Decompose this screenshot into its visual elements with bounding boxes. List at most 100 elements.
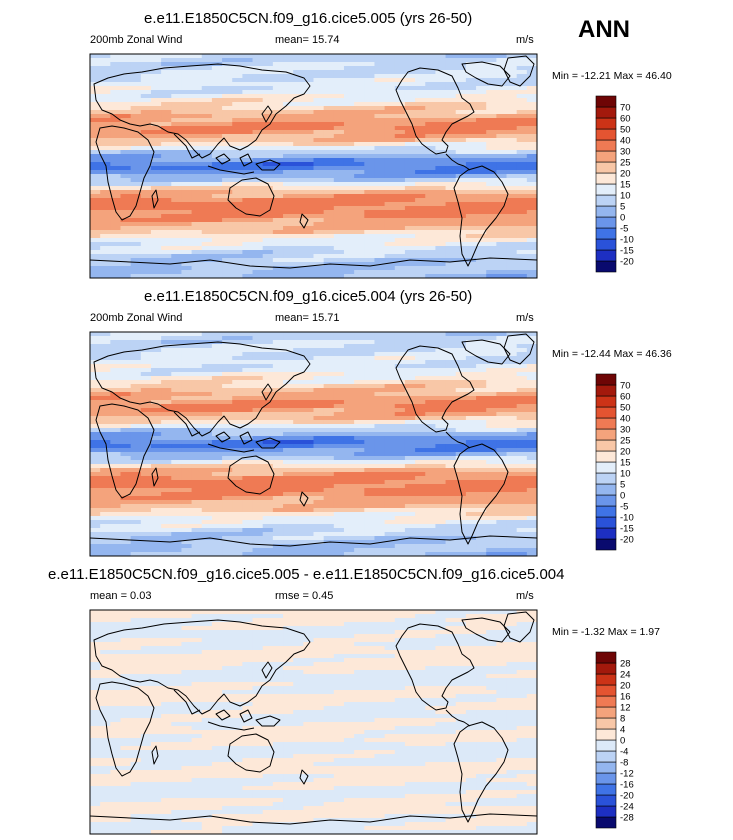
field-cell [364, 376, 376, 381]
field-cell [455, 62, 467, 67]
field-cell [404, 480, 416, 485]
field-cell [130, 376, 142, 381]
field-cell [343, 524, 355, 529]
field-cell [140, 274, 152, 278]
field-cell [222, 552, 233, 556]
field-cell [526, 78, 537, 83]
field-cell [465, 78, 477, 83]
field-cell [394, 448, 406, 453]
field-cell [191, 210, 203, 215]
field-cell [262, 540, 274, 545]
field-cell [404, 344, 416, 349]
field-cell [232, 412, 243, 417]
field-cell [506, 524, 518, 529]
field-cell [252, 162, 264, 167]
field-cell [384, 524, 396, 529]
field-cell [222, 258, 233, 263]
field-cell [272, 246, 284, 251]
field-cell [343, 178, 355, 183]
field-cell [313, 194, 325, 199]
field-cell [506, 58, 518, 63]
field-cell [516, 202, 528, 207]
field-cell [211, 372, 223, 377]
field-cell [90, 500, 101, 505]
field-cell [140, 360, 152, 365]
field-cell [415, 480, 426, 485]
field-cell [435, 496, 447, 501]
field-cell [262, 170, 274, 175]
field-cell [506, 198, 518, 203]
field-cell [486, 258, 497, 263]
field-cell [354, 118, 365, 123]
field-cell [110, 186, 122, 191]
field-cell [130, 336, 142, 341]
field-cell [516, 336, 528, 341]
field-cell [333, 436, 345, 441]
field-cell [435, 190, 447, 195]
field-cell [283, 142, 294, 147]
field-cell [130, 412, 142, 417]
field-cell [516, 448, 528, 453]
field-cell [313, 130, 325, 135]
field-cell [171, 54, 183, 59]
field-cell [415, 62, 426, 67]
field-cell [262, 110, 274, 115]
field-cell [404, 102, 416, 107]
field-cell [191, 452, 203, 457]
field-cell [323, 444, 335, 449]
field-cell [394, 440, 406, 445]
field-cell [415, 468, 426, 473]
field-cell [343, 146, 355, 151]
field-cell [415, 340, 426, 345]
field-cell [181, 134, 193, 139]
field-cell [242, 90, 254, 95]
field-cell [445, 464, 457, 469]
field-cell [90, 516, 101, 521]
field-cell [486, 98, 497, 103]
field-cell [100, 488, 111, 493]
field-cell [222, 174, 233, 179]
field-cell [354, 356, 365, 361]
field-cell [425, 336, 437, 341]
field-cell [181, 66, 193, 71]
field-cell [526, 94, 537, 99]
field-cell [100, 492, 111, 497]
field-cell [293, 206, 304, 211]
field-cell [516, 356, 528, 361]
field-cell [313, 114, 325, 119]
field-cell [211, 384, 223, 389]
field-cell [140, 416, 152, 421]
field-cell [293, 476, 304, 481]
field-cell [384, 460, 396, 465]
field-cell [404, 214, 416, 219]
field-cell [90, 70, 101, 75]
field-cell [394, 392, 406, 397]
field-cell [465, 150, 477, 155]
field-cell [364, 404, 376, 409]
field-cell [404, 472, 416, 477]
field-cell [232, 118, 243, 123]
field-cell [404, 66, 416, 71]
field-cell [191, 404, 203, 409]
field-cell [526, 380, 537, 385]
field-cell [506, 66, 518, 71]
field-cell [100, 66, 111, 71]
field-cell [374, 412, 386, 417]
field-cell [272, 456, 284, 461]
field-cell [476, 348, 487, 353]
field-cell [384, 552, 396, 556]
field-cell [526, 218, 537, 223]
field-cell [425, 122, 437, 127]
field-cell [455, 106, 467, 111]
field-cell [435, 138, 447, 143]
field-cell [90, 352, 101, 357]
field-cell [303, 66, 315, 71]
field-cell [343, 186, 355, 191]
field-cell [100, 126, 111, 131]
field-cell [496, 102, 508, 107]
field-cell [445, 134, 457, 139]
field-cell [465, 218, 477, 223]
field-cell [191, 380, 203, 385]
field-cell [394, 74, 406, 79]
field-cell [404, 496, 416, 501]
